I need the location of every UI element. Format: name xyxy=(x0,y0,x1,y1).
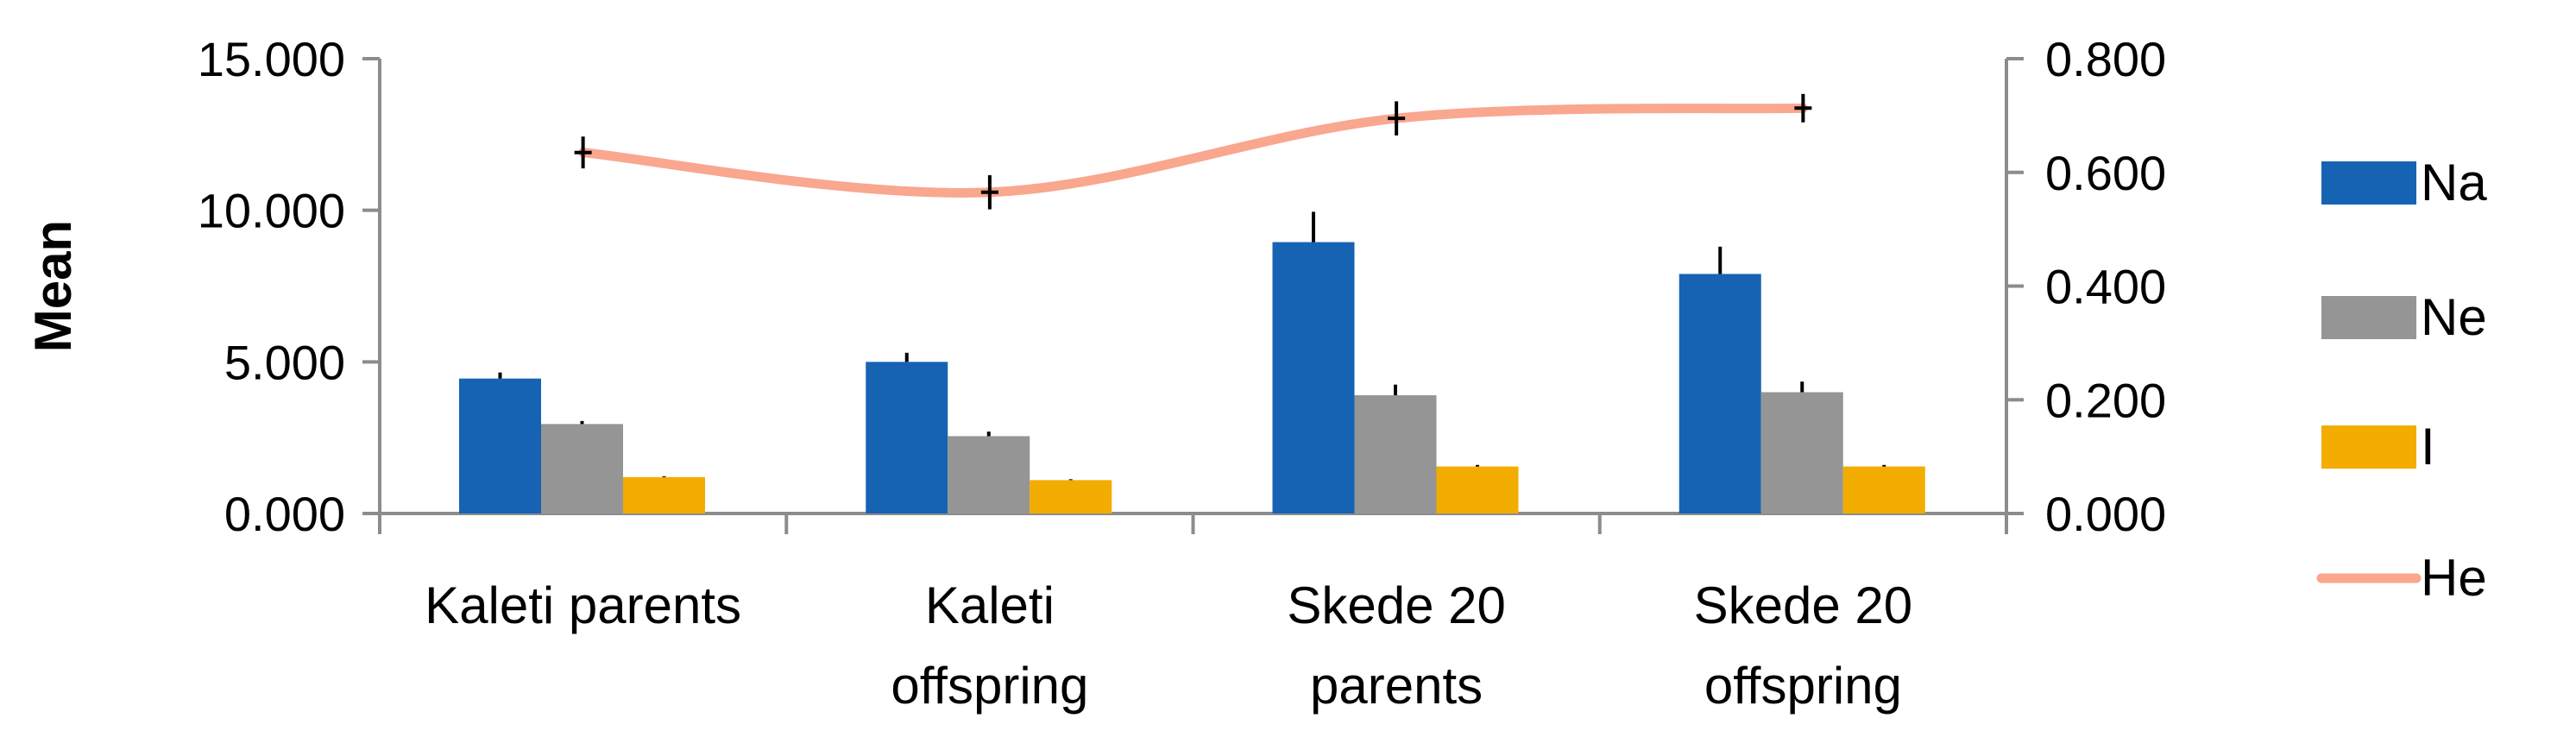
bar-ne xyxy=(1354,394,1437,513)
bar-ne xyxy=(541,424,623,513)
right-y-tick-label: 0.400 xyxy=(2045,260,2166,314)
legend-label-na: Na xyxy=(2421,154,2487,211)
legend-label-i: I xyxy=(2421,418,2435,476)
bar-i xyxy=(1030,480,1112,513)
left-y-tick-label: 5.000 xyxy=(224,335,345,389)
x-tick-label: Kaleti xyxy=(925,576,1055,634)
legend-swatch-i xyxy=(2321,425,2416,469)
bar-na xyxy=(1272,242,1355,513)
legend-swatch-ne xyxy=(2321,296,2416,339)
right-y-tick-label: 0.000 xyxy=(2045,487,2166,541)
x-tick-label: offspring xyxy=(1704,657,1902,715)
left-y-tick-label: 0.000 xyxy=(224,487,345,541)
legend-label-ne: Ne xyxy=(2421,288,2487,346)
bar-i xyxy=(1436,466,1519,513)
right-y-tick-label: 0.600 xyxy=(2045,146,2166,200)
bar-na xyxy=(459,378,541,513)
legend-swatch-na xyxy=(2321,161,2416,205)
bar-i xyxy=(1842,466,1925,513)
line-he xyxy=(578,103,1808,198)
bar-ne xyxy=(948,436,1030,513)
left-y-tick-label: 10.000 xyxy=(198,184,345,238)
right-y-tick-label: 0.200 xyxy=(2045,373,2166,427)
x-tick-label: Skede 20 xyxy=(1287,576,1506,634)
right-y-tick-label: 0.800 xyxy=(2045,32,2166,86)
x-tick-label: Kaleti parents xyxy=(425,576,741,634)
y-axis-title: Mean xyxy=(24,220,82,352)
x-tick-label: Skede 20 xyxy=(1694,576,1913,634)
bar-ne xyxy=(1760,392,1843,513)
x-tick-label: offspring xyxy=(891,657,1088,715)
legend-label-he: He xyxy=(2421,549,2487,607)
bar-na xyxy=(866,362,948,513)
x-tick-label: parents xyxy=(1310,657,1483,715)
bar-na xyxy=(1678,274,1761,513)
bar-i xyxy=(623,476,705,513)
left-y-tick-label: 15.000 xyxy=(198,32,345,86)
